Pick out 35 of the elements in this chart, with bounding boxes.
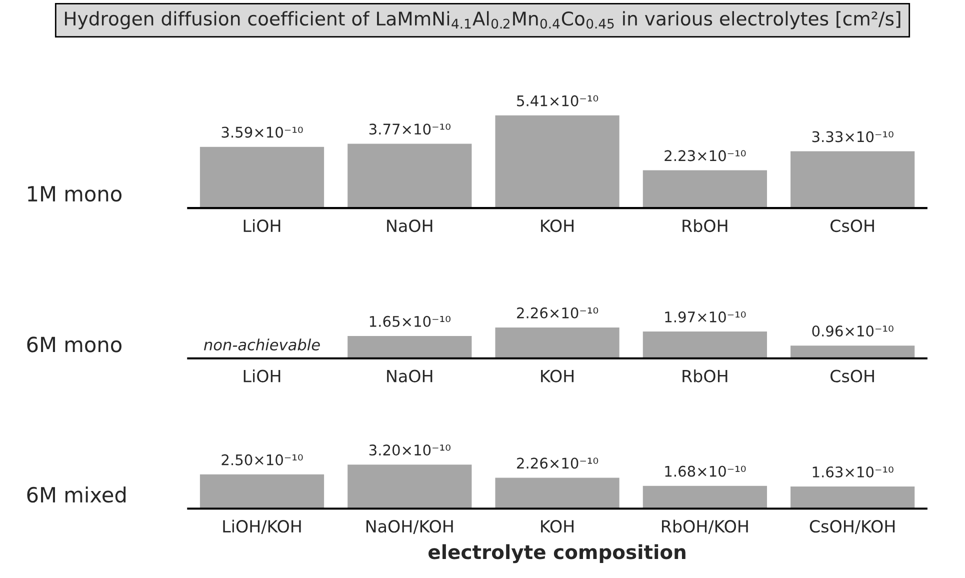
x-tick-label: RbOH/KOH (662, 520, 748, 534)
x-tick-label: CsOH (830, 370, 874, 382)
x-tick-label: KOH (541, 520, 574, 533)
data-label: 1.65×10⁻¹⁰ (370, 316, 450, 327)
x-tick-label: CsOH/KOH (810, 520, 895, 534)
data-label: 3.33×10⁻¹⁰ (812, 131, 894, 142)
y-axis-title: 6M mono (27, 336, 122, 352)
x-tick-label: KOH (541, 219, 574, 232)
data-label: 5.41×10⁻¹⁰ (517, 95, 598, 106)
data-label: 1.68×10⁻¹⁰ (665, 466, 746, 477)
data-label: 3.20×10⁻¹⁰ (369, 444, 450, 456)
x-tick-label: LiOH/KOH (223, 520, 301, 534)
x-tick-label: RbOH (682, 369, 728, 382)
x-tick-label: LiOH (244, 369, 280, 382)
data-label: 2.26×10⁻¹⁰ (517, 307, 598, 318)
data-label: 2.50×10⁻¹⁰ (222, 454, 303, 466)
x-tick-label: RbOH (682, 219, 728, 232)
data-label: 2.26×10⁻¹⁰ (517, 458, 598, 469)
x-tick-label: CsOH (830, 219, 874, 232)
x-tick-label: LiOH (244, 219, 280, 232)
data-label: 3.59×10⁻¹⁰ (222, 126, 303, 138)
y-axis-title: 6M mixed (27, 486, 126, 503)
y-axis-title: 1M mono (28, 186, 122, 202)
x-tick-label: NaOH (387, 219, 432, 232)
data-label: 1.97×10⁻¹⁰ (665, 311, 746, 322)
chart-title: Hydrogen diffusion coefficient of LaMmNi$_{4.1}$Al$_{0.2}$Mn$_{0.4}$Co$_{0.45}$ in various electrolytes [cm²/s] (64, 11, 900, 30)
x-tick-label: NaOH (387, 370, 432, 382)
annotation: non-achievable (204, 338, 320, 350)
x-tick-label: KOH (541, 370, 574, 382)
data-label: 3.77×10⁻¹⁰ (369, 124, 450, 135)
x-tick-label: NaOH/KOH (366, 520, 453, 534)
data-label: 2.23×10⁻¹⁰ (664, 150, 746, 162)
x-axis-title: electrolyte composition (428, 544, 686, 564)
data-label: 0.96×10⁻¹⁰ (812, 326, 894, 337)
data-label: 1.63×10⁻¹⁰ (812, 466, 894, 478)
